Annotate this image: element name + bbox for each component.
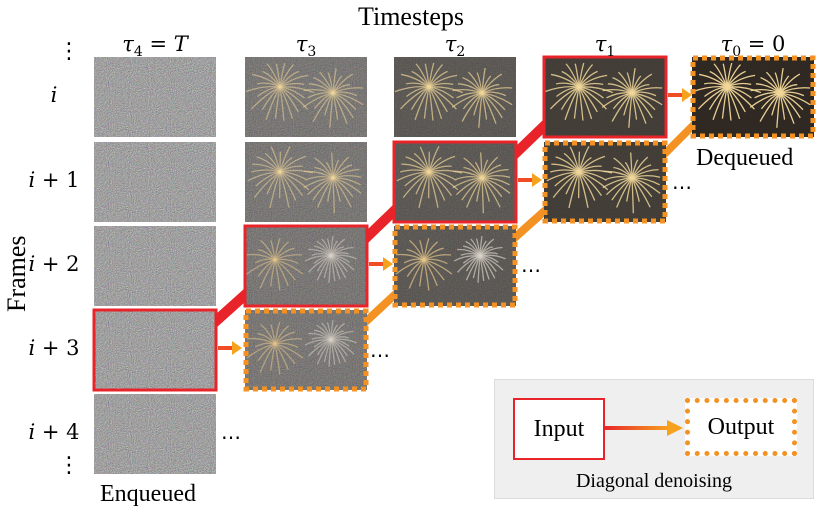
frame-cell-r1-t2 — [394, 142, 516, 222]
output-diagonal-link-1 — [516, 206, 544, 242]
denoise-arrow-head-1 — [383, 257, 393, 271]
legend-output-box: Output — [685, 398, 797, 456]
denoise-arrow-shaft-1 — [369, 262, 385, 266]
frame-cell-r0-t0 — [94, 57, 216, 137]
cell-night — [245, 310, 367, 390]
enqueued-label: Enqueued — [100, 481, 196, 507]
timestep-label-1: τ3 — [295, 32, 317, 61]
input-border-0 — [92, 308, 218, 392]
output-diagonal-link-2 — [666, 121, 692, 158]
legend-input-box: Input — [513, 398, 605, 460]
ellipsis-row-i2: … — [521, 253, 541, 277]
frame-label-1: i + 1 — [28, 168, 80, 192]
denoise-arrow-head-3 — [682, 88, 692, 102]
input-border-2 — [392, 140, 518, 224]
frame-cell-r2-t2 — [394, 226, 516, 306]
cell-noise — [394, 226, 516, 306]
output-diagonal-link-0 — [367, 290, 394, 326]
legend-output-label: Output — [707, 413, 775, 440]
frame-cell-r0-t4 — [692, 57, 814, 137]
frame-cell-r0-t3 — [544, 57, 666, 137]
timestep-label-3: τ1 — [594, 32, 616, 61]
frame-cell-r3-t1 — [245, 310, 367, 390]
denoise-arrow-shaft-3 — [668, 93, 684, 97]
legend-arrow — [603, 420, 683, 436]
frame-label-2: i + 2 — [28, 252, 80, 276]
input-diagonal-link-1 — [367, 204, 394, 244]
timestep-label-4: τ0 = 0 — [720, 32, 786, 61]
dequeued-label: Dequeued — [696, 145, 794, 171]
denoise-arrow-head-0 — [232, 341, 242, 355]
legend-caption: Diagonal denoising — [575, 470, 733, 492]
ellipsis-row-i3: … — [370, 338, 390, 362]
denoise-arrow-shaft-2 — [518, 178, 534, 182]
cell-noise — [94, 394, 216, 474]
cell-night — [245, 226, 367, 306]
cell-noise — [94, 226, 216, 306]
frame-cell-r4-t0 — [94, 394, 216, 474]
frame-cell-r1-t1 — [245, 142, 367, 222]
input-border-1 — [243, 224, 369, 308]
cell-night — [544, 142, 666, 222]
input-diagonal-link-2 — [516, 119, 544, 160]
ellipsis-row-i1: … — [672, 170, 692, 194]
frame-cell-r1-t0 — [94, 142, 216, 222]
bottom-vertical-ellipsis: ⋮ — [58, 453, 80, 478]
cell-noise — [394, 142, 516, 222]
frame-label-4: i + 4 — [28, 420, 80, 444]
input-diagonal-link-0 — [216, 288, 245, 328]
cell-noise — [94, 57, 216, 137]
top-vertical-ellipsis: ⋮ — [58, 39, 80, 64]
denoise-arrow-shaft-0 — [218, 346, 234, 350]
ellipsis-row-i4: … — [221, 420, 241, 444]
timesteps-axis-title: Timesteps — [358, 2, 464, 31]
frame-label-3: i + 3 — [28, 336, 80, 360]
frame-cell-r2-t0 — [94, 226, 216, 306]
cell-night — [394, 226, 516, 306]
cell-noise — [94, 142, 216, 222]
denoise-arrow-head-2 — [532, 173, 542, 187]
frame-cell-r3-t0 — [94, 310, 216, 390]
cell-noise — [94, 310, 216, 390]
frame-cell-r1-t3 — [544, 142, 666, 222]
cell-noise — [245, 226, 367, 306]
legend: Input Output Diagonal denoising — [494, 379, 814, 499]
frame-cell-r0-t2 — [394, 57, 516, 137]
frame-cell-r0-t1 — [245, 57, 367, 137]
frame-cell-r2-t1 — [245, 226, 367, 306]
cell-noise — [245, 310, 367, 390]
timestep-label-0: τ4 = T — [122, 32, 188, 61]
frame-label-0: i — [50, 83, 58, 107]
cell-night — [394, 142, 516, 222]
input-border-3 — [542, 55, 668, 139]
timestep-label-2: τ2 — [444, 32, 466, 61]
cell-noise — [245, 142, 367, 222]
cell-night — [245, 142, 367, 222]
legend-input-label: Input — [533, 415, 585, 442]
